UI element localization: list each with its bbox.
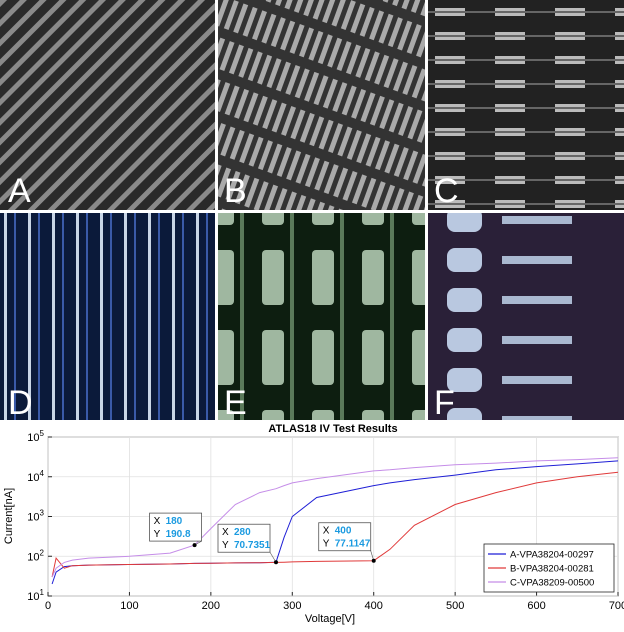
datatip-point [274, 560, 278, 564]
x-tick-label: 0 [45, 600, 51, 612]
y-axis-label: Current[nA] [3, 488, 15, 544]
panel-label: C [434, 172, 459, 210]
datatip-label: X [222, 527, 229, 538]
tick-base: 10 [27, 512, 39, 524]
x-tick-label: 500 [446, 600, 464, 612]
tick-exponent: 5 [40, 429, 45, 438]
chart-title: ATLAS18 IV Test Results [268, 423, 397, 435]
datatip-value: 77.1147 [335, 539, 371, 550]
panel-label: F [434, 384, 455, 422]
datatip-label: Y [154, 529, 161, 540]
panel-label: E [224, 384, 247, 422]
x-tick-label: 700 [609, 600, 624, 612]
panel-image [0, 0, 215, 210]
tick-exponent: 3 [40, 509, 45, 518]
datatip-point [372, 559, 376, 563]
legend-label: B-VPA38204-00281 [510, 564, 594, 575]
tick-base: 10 [27, 551, 39, 563]
y-tick-label: 105 [27, 429, 44, 444]
x-tick-label: 200 [202, 600, 220, 612]
legend-label: A-VPA38204-00297 [510, 550, 594, 561]
x-tick-label: 600 [527, 600, 545, 612]
tick-exponent: 4 [40, 469, 45, 478]
datatip-value: 70.7351 [234, 540, 271, 551]
panel-image [218, 213, 425, 420]
panel-label: A [8, 172, 31, 210]
tick-exponent: 1 [40, 588, 45, 597]
legend-label: C-VPA38209-00500 [510, 578, 594, 589]
x-axis-label: Voltage[V] [305, 613, 355, 625]
tick-exponent: 2 [40, 548, 45, 557]
datatip-value: 190.8 [166, 529, 191, 540]
datatip-value: 280 [234, 527, 251, 538]
datatip-label: X [323, 526, 330, 537]
y-tick-label: 101 [27, 588, 44, 603]
y-tick-label: 102 [27, 548, 44, 563]
panel-label: B [224, 172, 247, 210]
panel-image [428, 213, 624, 420]
datatip-point [193, 543, 197, 547]
panel-image [218, 0, 425, 210]
datatip-label: Y [323, 539, 330, 550]
figure: A B C D E F ATLAS18 IV Test Results Volt… [0, 0, 624, 627]
tick-base: 10 [27, 432, 39, 444]
datatip-label: Y [222, 540, 229, 551]
panel-label: D [8, 384, 33, 422]
y-tick-label: 104 [27, 469, 44, 484]
datatip-value: 400 [335, 526, 352, 537]
panels: A B C D E F [0, 0, 624, 422]
datatip-label: X [154, 516, 161, 527]
tick-base: 10 [27, 591, 39, 603]
x-tick-label: 100 [120, 600, 138, 612]
y-tick-label: 103 [27, 509, 44, 524]
tick-base: 10 [27, 472, 39, 484]
x-tick-label: 400 [365, 600, 383, 612]
datatip-value: 180 [166, 516, 183, 527]
x-tick-label: 300 [283, 600, 301, 612]
